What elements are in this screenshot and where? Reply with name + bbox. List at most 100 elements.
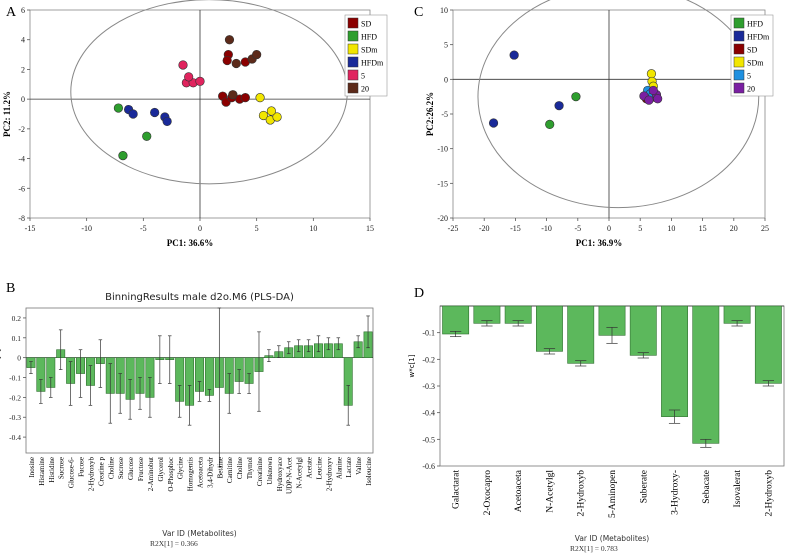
b-category-label: UDP-N-Acet bbox=[286, 457, 294, 494]
a-x-tick-label: -10 bbox=[81, 224, 92, 233]
c-y-tick-label: -10 bbox=[437, 145, 448, 154]
b-y-axis-label: w*c[1] bbox=[0, 349, 2, 372]
a-x-axis-label: PC1: 36.6% bbox=[167, 238, 214, 248]
c-legend-swatch-hfdm bbox=[733, 30, 745, 42]
c-point-20 bbox=[644, 95, 654, 105]
d-category-label: 2-Oxocapro bbox=[483, 470, 493, 516]
panel-label-d: D bbox=[414, 286, 424, 301]
d-y-tick-label: -0.5 bbox=[422, 435, 435, 444]
c-point-20 bbox=[653, 94, 663, 104]
d-bar bbox=[754, 305, 782, 384]
d-category-label: N-Acetylgl bbox=[545, 470, 555, 513]
c-x-tick-label: 25 bbox=[761, 224, 769, 233]
b-category-label: Hydroxyace bbox=[276, 457, 284, 491]
c-legend-swatch-hfd bbox=[733, 17, 745, 29]
c-x-tick-label: -25 bbox=[448, 224, 459, 233]
b-category-label: 2-Aminobut bbox=[147, 457, 155, 491]
b-category-label: Valine bbox=[355, 457, 363, 475]
c-y-tick-label: -15 bbox=[437, 179, 448, 188]
d-category-label: Isovalerat bbox=[733, 470, 743, 508]
a-y-tick-label: -8 bbox=[18, 214, 25, 223]
a-legend-label-sdm: SDm bbox=[361, 46, 378, 55]
a-legend-label-hfd: HFD bbox=[361, 33, 377, 42]
b-y-tick-label: -0.4 bbox=[9, 433, 21, 442]
a-x-tick-label: 15 bbox=[366, 224, 374, 233]
d-category-label: Suberate bbox=[639, 470, 649, 503]
c-point-hfd bbox=[571, 92, 581, 102]
c-y-tick-label: 0 bbox=[444, 75, 448, 84]
c-x-tick-label: -10 bbox=[541, 224, 552, 233]
a-point-20 bbox=[224, 35, 235, 45]
b-category-label: Histidine bbox=[48, 457, 56, 483]
d-bar bbox=[536, 305, 563, 352]
a-point-hfd bbox=[113, 103, 123, 113]
b-category-label: Carnitine bbox=[226, 457, 234, 483]
c-point-hfdm bbox=[488, 118, 499, 128]
c-point-hfdm bbox=[554, 101, 564, 111]
b-category-label: Acetate bbox=[306, 457, 314, 478]
c-x-tick-label: 15 bbox=[699, 224, 707, 233]
b-category-label: Fucose bbox=[78, 457, 86, 477]
c-legend-swatch-5 bbox=[733, 69, 745, 81]
b-y-tick-label: -0.3 bbox=[9, 413, 21, 422]
a-point-20 bbox=[228, 90, 238, 100]
a-y-tick-label: -6 bbox=[18, 184, 25, 193]
a-point-sdm bbox=[266, 106, 277, 116]
b-category-label: Alanine bbox=[335, 457, 343, 479]
a-point-sdm bbox=[272, 112, 282, 122]
c-x-tick-label: 20 bbox=[730, 224, 738, 233]
c-y-tick-label: -20 bbox=[437, 214, 448, 223]
a-point-sdm bbox=[255, 93, 265, 103]
d-y-tick-label: -0.1 bbox=[422, 329, 435, 338]
c-legend-swatch-20 bbox=[733, 82, 745, 94]
a-x-tick-label: 5 bbox=[255, 224, 259, 233]
c-legend-swatch-sdm bbox=[733, 56, 745, 68]
c-point-hfd bbox=[545, 119, 555, 129]
b-plot-frame bbox=[25, 307, 374, 454]
bar-panel-d: -0.1 -0.2 -0.3 -0.4 -0.5 -0.6 Galactarat 2-Oxoc… bbox=[408, 305, 785, 553]
d-category-label: Galactarat bbox=[452, 470, 462, 509]
b-category-label: Isoleucine bbox=[365, 457, 373, 486]
d-x-axis-label: Var ID (Metabolites) bbox=[575, 534, 650, 543]
b-y-tick-label: 0 bbox=[17, 354, 21, 363]
b-category-label: Lactate bbox=[345, 457, 353, 478]
b-category-label: Betaine bbox=[216, 457, 224, 478]
c-legend-label-20: 20 bbox=[747, 85, 755, 94]
scatter-panel-c: -25 -20 -15 -10 -5 0 5 10 15 20 25-20-15-10-50510P… bbox=[425, 0, 774, 248]
b-category-label: Inosine bbox=[28, 457, 36, 478]
b-chart-title: BinningResults male d2o.M6 (PLS-DA) bbox=[105, 292, 294, 303]
c-point-sdm bbox=[646, 69, 657, 79]
a-legend-label-5: 5 bbox=[361, 72, 365, 81]
panel-label-c: C bbox=[414, 5, 423, 20]
b-category-label: Glycine bbox=[177, 457, 185, 479]
c-legend-label-hfdm: HFDm bbox=[747, 33, 770, 42]
d-r2x-footer: R2X[1] = 0.783 bbox=[570, 544, 618, 553]
c-point-hfdm bbox=[509, 50, 519, 60]
c-x-tick-label: 0 bbox=[607, 224, 611, 233]
b-x-axis-label: Var ID (Metabolites) bbox=[162, 529, 237, 538]
b-r2x-footer: R2X[1] = 0.366 bbox=[150, 539, 198, 548]
c-legend-box bbox=[730, 14, 774, 97]
a-legend-swatch-5 bbox=[347, 69, 359, 81]
a-legend-swatch-sdm bbox=[347, 43, 359, 55]
a-legend-label-hfdm: HFDm bbox=[361, 59, 384, 68]
b-category-label: O-Phosphoc bbox=[167, 457, 175, 492]
a-legend-box bbox=[344, 14, 388, 97]
b-category-label: Choline bbox=[107, 457, 115, 479]
d-category-label: 3-Hydroxy- bbox=[671, 470, 681, 515]
b-category-label: Glucose-6- bbox=[68, 456, 76, 488]
c-x-tick-label: 5 bbox=[638, 224, 642, 233]
b-category-label: Fructose bbox=[137, 457, 145, 481]
c-confidence-ellipse bbox=[477, 0, 760, 209]
a-point-5 bbox=[178, 60, 188, 70]
d-category-label: 2-Hydroxyb bbox=[764, 470, 774, 517]
a-point-5 bbox=[184, 72, 194, 82]
d-y-axis-label: w*c[1] bbox=[408, 354, 416, 377]
a-x-tick-label: 10 bbox=[309, 224, 317, 233]
a-legend-label-sd: SD bbox=[361, 20, 371, 29]
a-point-5 bbox=[195, 76, 205, 86]
b-category-label: Sucrose bbox=[58, 457, 66, 479]
b-category-label: 3,4-Dihydr bbox=[206, 456, 214, 488]
